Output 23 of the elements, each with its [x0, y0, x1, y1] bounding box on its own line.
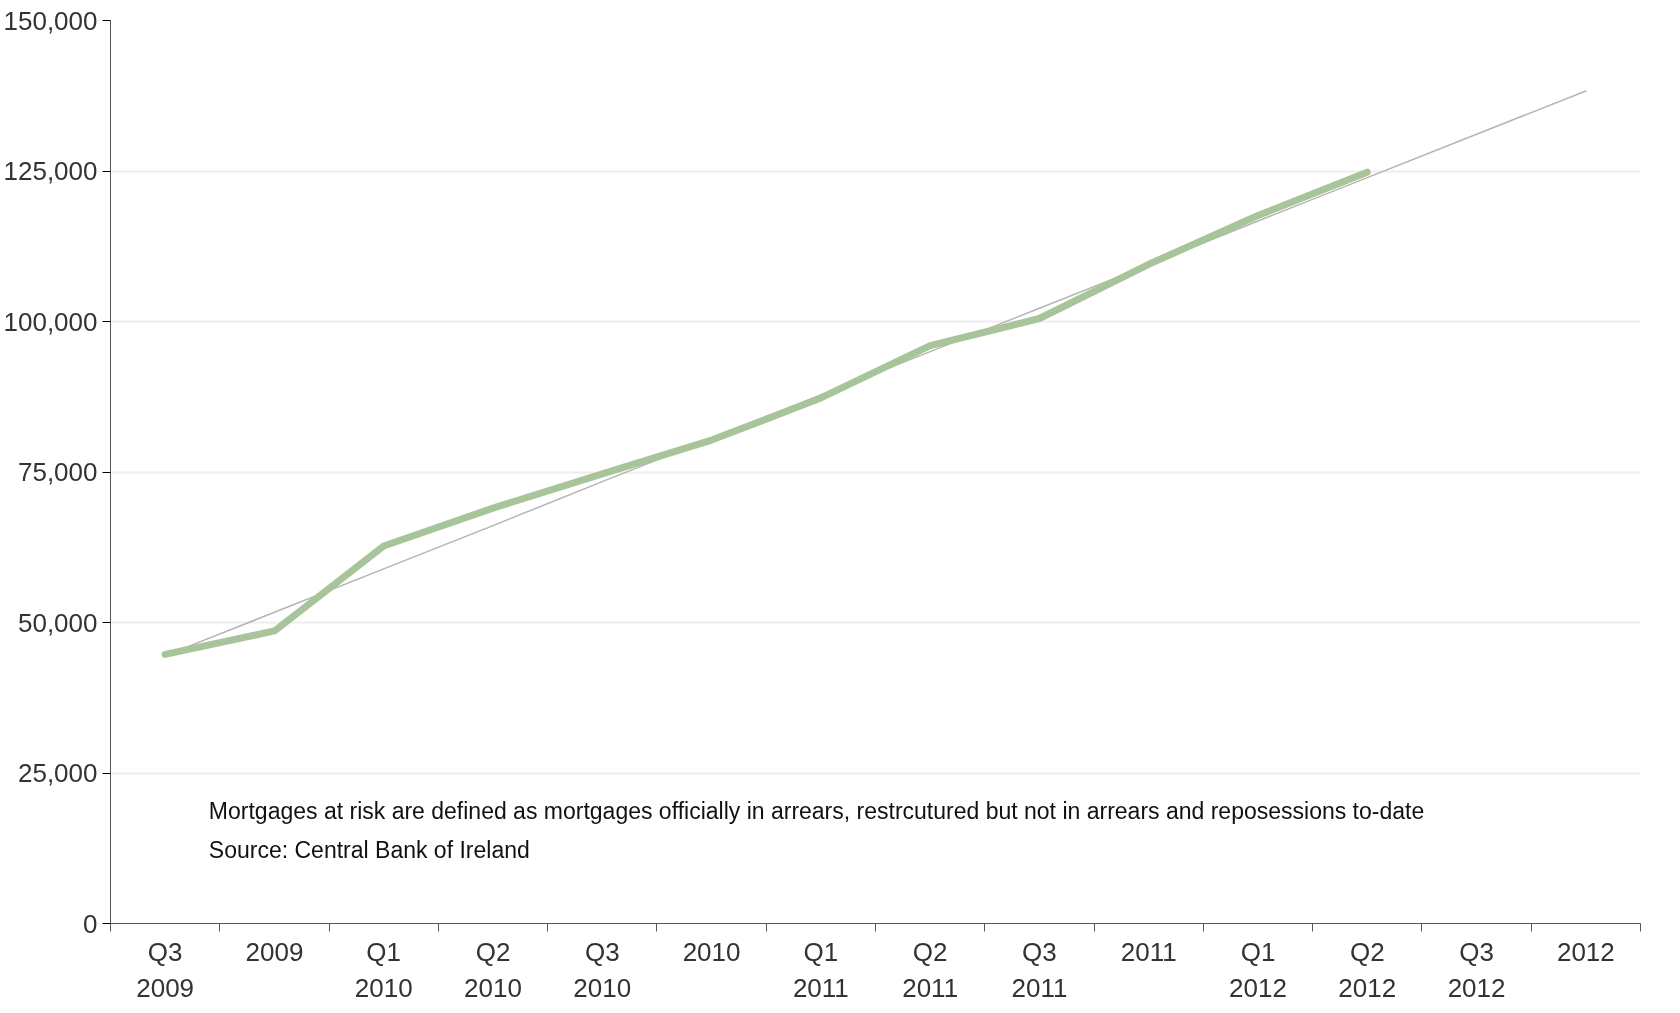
- x-tick-label: Q3 2012: [1447, 936, 1506, 1003]
- annotation: Source: Central Bank of Ireland: [208, 837, 530, 864]
- annotation: Mortgages at risk are defined as mortgages officially in arrears, restrcutured but not in arrears and reposessions to-date: [208, 798, 1425, 825]
- x-tick-label: Q1 2011: [792, 936, 849, 1003]
- y-tick-label: 50,000: [17, 607, 98, 638]
- x-tick-label: Q1 2010: [354, 936, 413, 1003]
- x-tick-label: 2010: [682, 936, 741, 967]
- y-tick-label: 125,000: [3, 156, 98, 186]
- x-tick-label: 2009: [245, 936, 304, 967]
- y-tick-label: 0: [83, 908, 98, 939]
- x-tick-label: Q3 2009: [136, 936, 195, 1003]
- y-tick-label: 100,000: [3, 306, 98, 337]
- y-tick-label: 75,000: [17, 457, 98, 487]
- x-tick-label: Q3 2011: [1011, 936, 1068, 1003]
- x-tick-label: Q1 2012: [1229, 936, 1287, 1003]
- x-tick-label: Q2 2011: [902, 936, 959, 1003]
- y-tick-label: 150,000: [3, 5, 98, 36]
- x-tick-label: 2011: [1120, 936, 1177, 967]
- x-tick-label: Q3 2010: [573, 936, 632, 1003]
- x-tick-label: Q2 2012: [1338, 936, 1397, 1003]
- y-tick-label: 25,000: [17, 758, 98, 788]
- x-tick-label: Q2 2010: [464, 936, 522, 1003]
- x-tick-label: 2012: [1556, 936, 1615, 967]
